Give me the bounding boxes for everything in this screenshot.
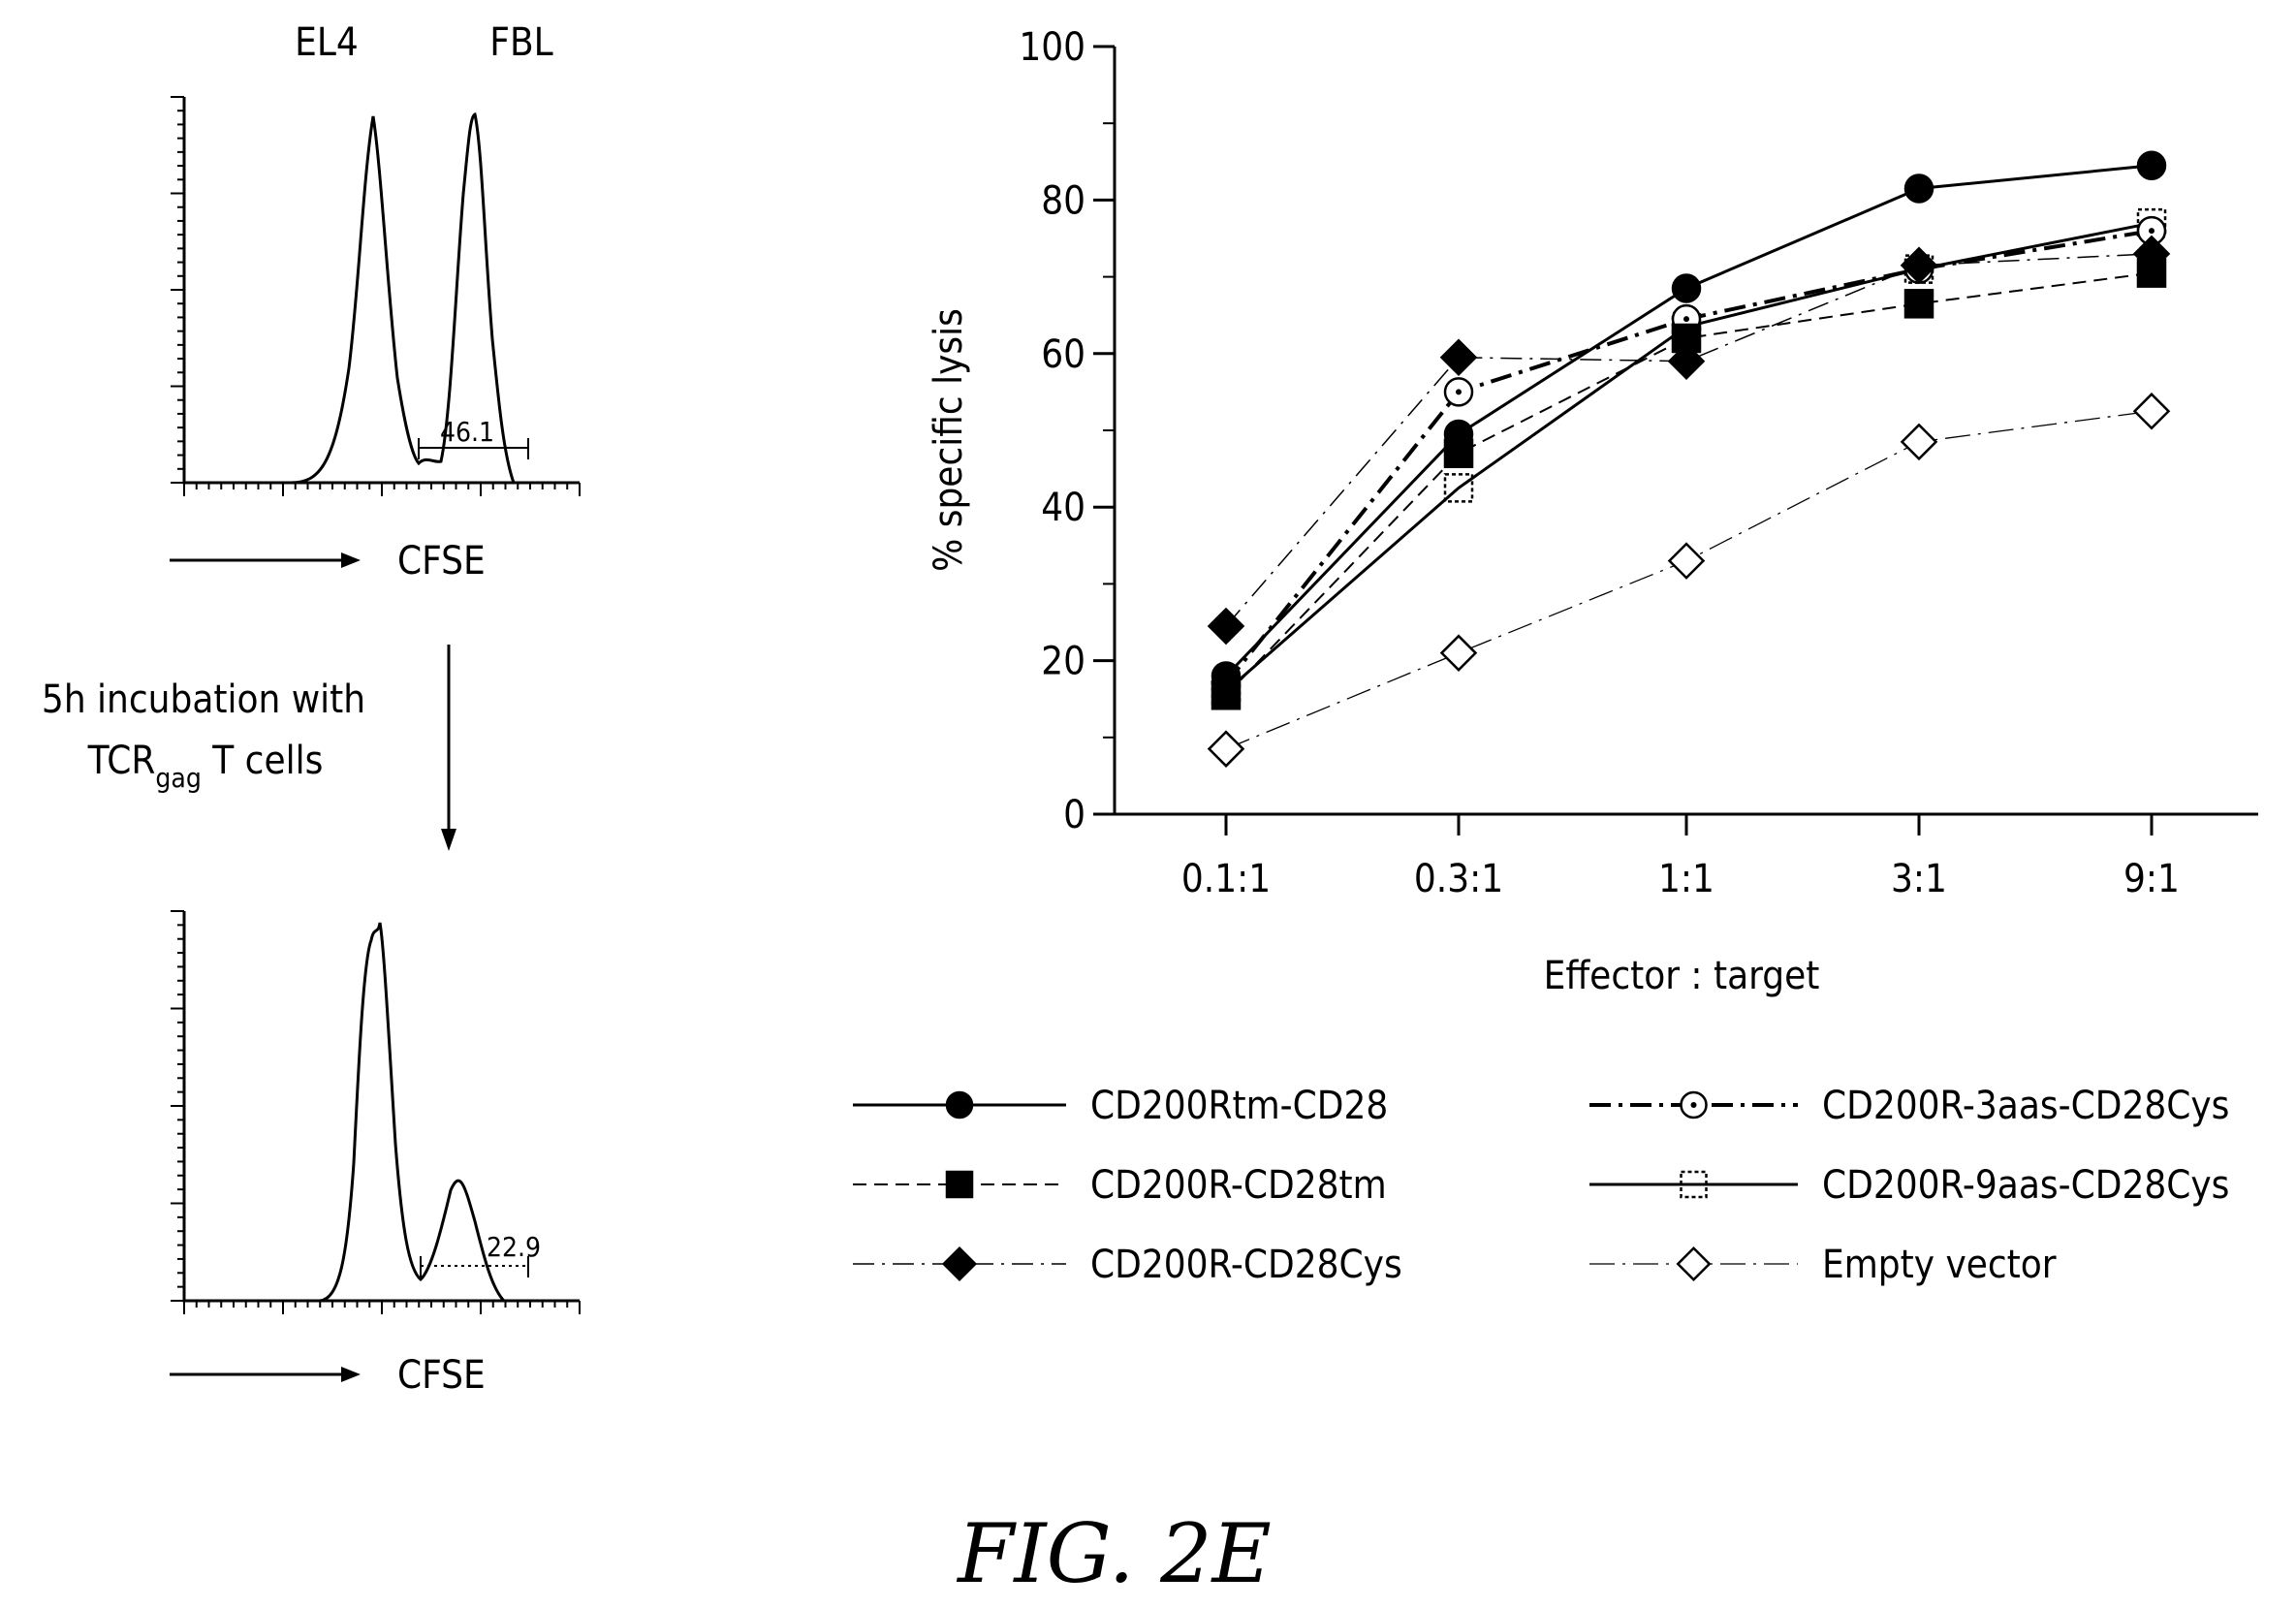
gate-bottom-value: 22.9 [487,1231,541,1263]
y-tick-label: 40 [1041,486,1085,530]
y-tick-label: 100 [1019,25,1085,70]
incubation-tcells: T cells [211,739,323,783]
incubation-text-line1: 5h incubation with [42,678,365,722]
legend-label: CD200R-3aas-CD28Cys [1822,1084,2229,1128]
incubation-step: 5h incubation with TCRgag T cells [42,645,456,851]
data-point [2132,235,2171,273]
legend-entry: CD200R-CD28Cys [853,1243,1402,1287]
legend-marker [945,1170,974,1199]
legend-label: CD200R-9aas-CD28Cys [1822,1163,2229,1208]
histogram-bottom-ticks [171,910,581,1314]
incubation-subscript: gag [155,762,201,794]
figure-label: FIG. 2E [956,1506,1272,1601]
histogram-top-curve [290,111,516,485]
gate-top-value: 46.1 [440,416,494,448]
data-point [1443,473,1474,503]
series-line [1225,271,2153,696]
x-tick-label: 3:1 [1891,857,1947,901]
data-point [2136,215,2167,246]
legend-label: Empty vector [1822,1243,2057,1287]
data-point [1900,246,1938,284]
y-tick-label: 80 [1041,178,1085,223]
gate-top [418,438,529,459]
legend-marker [945,1090,974,1119]
legend-label: CD200R-CD28tm [1090,1163,1387,1208]
legend-entry: CD200R-3aas-CD28Cys [1589,1084,2229,1128]
y-tick-label: 0 [1063,793,1085,837]
y-tick-label: 20 [1041,640,1085,684]
legend-marker [1680,1090,1708,1119]
data-point [1903,173,1934,204]
histogram-top-ticks [171,96,581,496]
x-axis-label: Effector : target [1544,954,1820,998]
legend-entry: CD200R-CD28tm [853,1163,1387,1208]
legend-marker [941,1245,978,1282]
x-tick-label: 0.1:1 [1181,857,1271,901]
gate-bottom [420,1256,529,1277]
data-point [2132,392,2171,430]
x-ticks: 0.1:1 0.3:1 1:1 3:1 9:1 [1181,814,2180,901]
chart-legend: CD200Rtm-CD28 CD200R-CD28tm CD200R-CD28Cys… [853,1084,2229,1287]
x-tick-label: 9:1 [2123,857,2180,901]
data-point [1207,607,1245,646]
incubation-tcr: TCR [87,739,156,783]
data-point [2136,150,2167,181]
flow-bottom-panel: 22.9 CFSE [170,910,581,1398]
flow-top-panel: EL4 FBL 46.1 CFSE [170,20,581,583]
legend-label: CD200R-CD28Cys [1090,1243,1402,1287]
legend-marker [1676,1245,1712,1282]
data-point [1207,730,1245,768]
legend-entry: CD200Rtm-CD28 [853,1084,1388,1128]
incubation-text-line2: TCRgag T cells [87,739,324,794]
data-point [1439,338,1478,377]
data-point [1667,542,1706,580]
y-axis-label: % specific lysis [927,308,971,572]
legend-marker [1680,1170,1708,1199]
label-el4: EL4 [295,20,359,65]
y-ticks: 0 20 40 60 80 100 [1019,25,1115,837]
data-point [1443,377,1474,407]
lysis-chart: 0 20 40 60 80 100 0.1:1 0.3:1 1:1 3:1 9:1 % speci… [927,25,2258,998]
series-lines [1224,164,2153,750]
cfse-label-top: CFSE [397,539,486,583]
y-tick-label: 60 [1041,332,1085,377]
cfse-label-bottom: CFSE [397,1353,486,1398]
histogram-top-frame [182,97,580,485]
legend-label: CD200Rtm-CD28 [1090,1084,1388,1128]
data-point [1667,342,1706,380]
histogram-bottom-curve [319,922,506,1303]
x-tick-label: 1:1 [1658,857,1714,901]
legend-entry: CD200R-9aas-CD28Cys [1589,1163,2229,1208]
data-point [1443,419,1474,450]
data-point [1903,289,1934,319]
cfse-arrow-top [170,552,361,568]
data-point [1671,273,1702,303]
series-line [1225,410,2153,750]
data-point [1211,661,1242,691]
label-fbl: FBL [489,20,552,65]
series-markers [1207,150,2171,768]
data-point [1439,634,1478,672]
legend-entry: Empty vector [1589,1243,2057,1287]
data-point [1900,423,1938,461]
x-tick-label: 0.3:1 [1414,857,1503,901]
cfse-arrow-bottom [170,1367,361,1382]
series-line [1224,164,2153,678]
